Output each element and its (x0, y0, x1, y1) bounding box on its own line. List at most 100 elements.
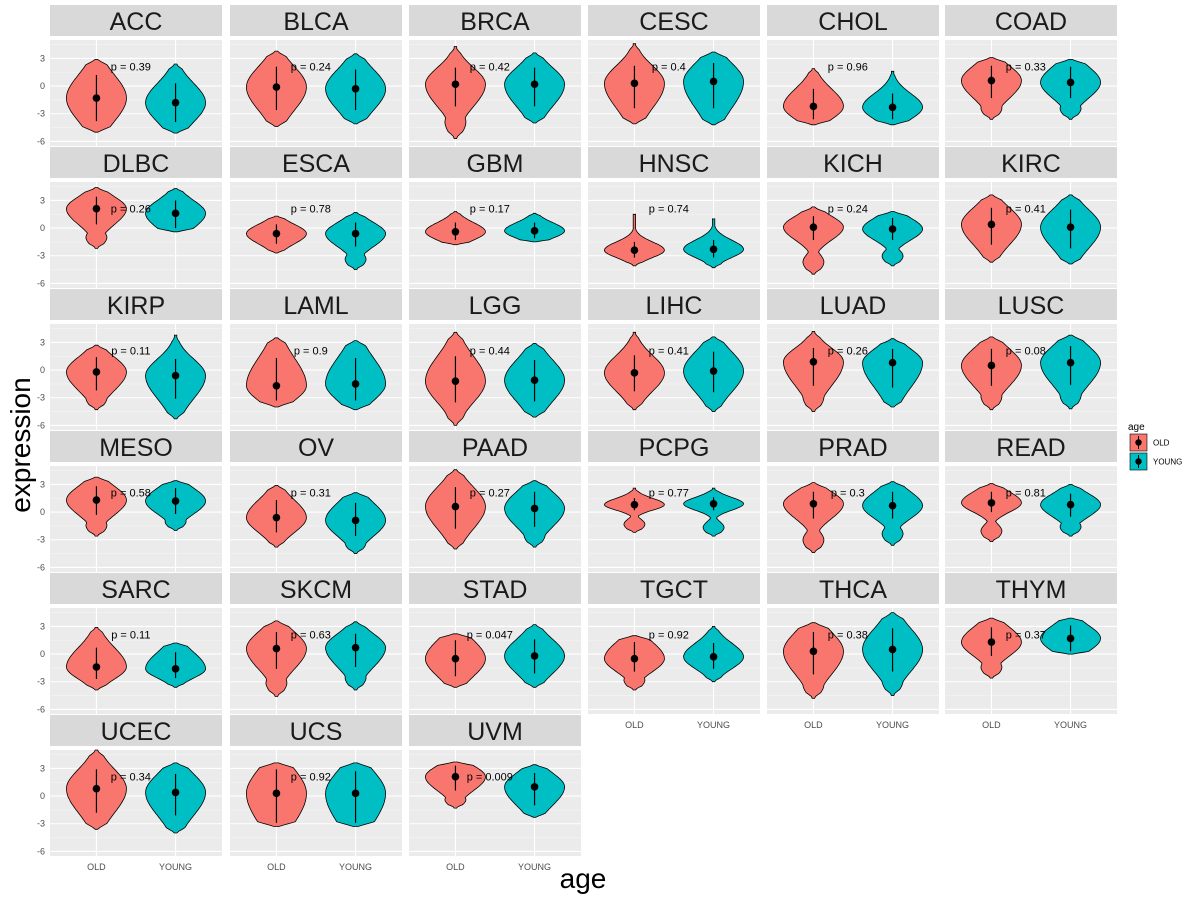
strip-label: BRCA (460, 8, 530, 36)
panel-lgg: LGG p = 0.44 (409, 289, 581, 430)
p-value-label: p = 0.92 (649, 629, 689, 641)
y-tick-label: 0 (40, 365, 45, 375)
strip-label: LIHC (646, 292, 703, 320)
violin-old (603, 487, 665, 533)
panel-prad: PRAD p = 0.3 (767, 431, 939, 572)
y-tick-label: -6 (37, 420, 45, 430)
median-point-old (987, 76, 996, 85)
panel-blca: BLCA p = 0.24 (230, 5, 402, 146)
median-point-old (451, 502, 460, 511)
strip-meso (50, 431, 222, 462)
p-value-label: p = 0.63 (291, 629, 331, 641)
p-value-label: p = 0.4 (652, 61, 686, 73)
p-value-label: p = 0.38 (828, 629, 868, 641)
panel-dlbc: DLBC 3 0 -3 -6 p = 0.26 (37, 147, 222, 288)
median-point-young (888, 225, 897, 233)
x-tick-label: OLD (625, 720, 644, 730)
median-point-young (530, 504, 539, 513)
strip-label: ESCA (282, 150, 350, 178)
y-tick-label: -6 (37, 846, 45, 856)
plot-background (945, 608, 1117, 714)
median-point-young (530, 80, 539, 89)
strip-label: SARC (101, 576, 170, 604)
p-value-label: p = 0.26 (111, 203, 151, 215)
median-point-young (171, 788, 180, 797)
median-point-young (709, 653, 718, 661)
p-value-label: p = 0.08 (1006, 345, 1046, 357)
p-value-label: p = 0.42 (470, 61, 510, 73)
panel-laml: LAML p = 0.9 (230, 289, 402, 430)
y-tick-label: 0 (40, 223, 45, 233)
p-value-label: p = 0.44 (470, 345, 510, 357)
panel-ucec: UCEC 3 0 -3 -6 p = 0.34 OLD YOUNG (37, 715, 222, 872)
strip-label: KIRC (1001, 150, 1061, 178)
median-point-old (272, 644, 281, 653)
median-point-old (92, 496, 101, 504)
p-value-label: p = 0.34 (111, 771, 151, 783)
y-tick-label: 3 (40, 763, 45, 773)
median-point-old (272, 83, 281, 91)
panel-tgct: TGCT p = 0.92 OLD YOUNG (588, 573, 760, 730)
strip-kich (767, 147, 939, 178)
p-value-label: p = 0.009 (467, 771, 513, 783)
p-value-label: p = 0.31 (291, 487, 331, 499)
strip-thca (767, 573, 939, 604)
median-point-old (451, 377, 460, 385)
x-tick-label: OLD (267, 862, 286, 872)
strip-laml (230, 289, 402, 320)
violin-old (782, 206, 844, 275)
median-point-young (171, 497, 180, 505)
strip-tgct (588, 573, 760, 604)
panel-sarc: SARC 3 0 -3 -6 p = 0.11 (37, 573, 222, 714)
legend-label-young: YOUNG (1153, 458, 1182, 467)
p-value-label: p = 0.33 (1006, 61, 1046, 73)
y-tick-label: -3 (37, 535, 45, 545)
median-point-young (530, 227, 539, 235)
plot-background (50, 466, 222, 572)
legend-key-point (1135, 458, 1142, 465)
strip-lgg (409, 289, 581, 320)
strip-read (945, 431, 1117, 462)
median-point-young (171, 371, 180, 380)
median-point-old (92, 204, 101, 213)
strip-label: UVM (467, 718, 523, 746)
panel-esca: ESCA p = 0.78 (230, 147, 402, 288)
strip-label: PRAD (818, 434, 887, 462)
plot-background (588, 182, 760, 288)
median-point-young (351, 643, 360, 652)
strip-skcm (230, 573, 402, 604)
panel-ucs: UCS p = 0.92 OLD YOUNG (230, 715, 402, 872)
median-point-young (530, 652, 539, 660)
median-point-old (92, 94, 101, 102)
strip-kirp (50, 289, 222, 320)
median-point-young (1066, 78, 1075, 87)
panel-cesc: CESC p = 0.4 (588, 5, 760, 146)
x-tick-label: OLD (87, 862, 106, 872)
x-tick-label: YOUNG (697, 720, 730, 730)
median-point-young (351, 380, 360, 388)
median-point-old (630, 654, 639, 663)
violin-young (683, 487, 745, 537)
p-value-label: p = 0.96 (828, 61, 868, 73)
violin-old (603, 213, 665, 267)
panel-paad: PAAD p = 0.27 (409, 431, 581, 572)
median-point-old (630, 500, 639, 509)
panel-lusc: LUSC p = 0.08 (945, 289, 1117, 430)
panel-pcpg: PCPG p = 0.77 (588, 431, 760, 572)
strip-esca (230, 147, 402, 178)
p-value-label: p = 0.58 (111, 487, 151, 499)
median-point-old (809, 647, 818, 656)
strip-label: SKCM (280, 576, 352, 604)
p-value-label: p = 0.81 (1006, 487, 1046, 499)
y-tick-label: 3 (40, 195, 45, 205)
y-tick-label: 0 (40, 507, 45, 517)
plot-background (945, 466, 1117, 572)
p-value-label: p = 0.24 (291, 61, 331, 73)
median-point-young (888, 645, 897, 654)
panel-brca: BRCA p = 0.42 (409, 5, 581, 146)
panel-chol: CHOL p = 0.96 (767, 5, 939, 146)
strip-hnsc (588, 147, 760, 178)
strip-label: HNSC (639, 150, 710, 178)
median-point-young (351, 516, 360, 525)
median-point-old (451, 654, 460, 663)
